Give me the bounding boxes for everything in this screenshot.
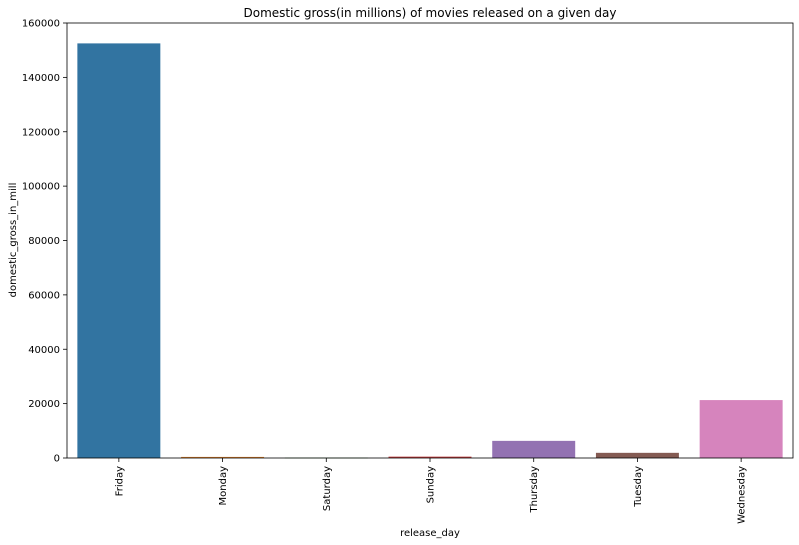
y-axis-label: domestic_gross_in_mill: [8, 183, 19, 298]
y-tick-label: 20000: [28, 399, 60, 410]
bar-friday: [77, 43, 161, 458]
y-tick-label: 140000: [22, 73, 60, 84]
x-tick-label-friday: Friday: [114, 466, 125, 496]
chart-title: Domestic gross(in millions) of movies re…: [244, 6, 617, 20]
x-axis-label: release_day: [400, 528, 460, 539]
bar-sunday: [388, 456, 472, 458]
y-tick-label: 80000: [28, 236, 60, 247]
y-tick-label: 60000: [28, 290, 60, 301]
bar-wednesday: [699, 400, 783, 458]
bar-monday: [181, 456, 265, 458]
bar-tuesday: [595, 452, 679, 458]
y-axis-ticks: 0 20000 40000 60000 80000 100000 120000 140000 1…: [22, 19, 67, 465]
bar-thursday: [492, 440, 576, 458]
x-axis-ticks: Friday Monday Saturday Sunday Thursday Tuesda…: [114, 458, 748, 524]
bars: [77, 43, 783, 459]
x-tick-label-tuesday: Tuesday: [633, 466, 644, 508]
y-tick-label: 0: [54, 454, 60, 465]
x-tick-label-wednesday: Wednesday: [737, 466, 748, 524]
x-tick-label-monday: Monday: [218, 466, 229, 506]
y-tick-label: 120000: [22, 127, 60, 138]
y-tick-label: 100000: [22, 182, 60, 193]
y-tick-label: 160000: [22, 19, 60, 30]
x-tick-label-sunday: Sunday: [426, 466, 437, 503]
x-tick-label-saturday: Saturday: [322, 466, 333, 511]
y-tick-label: 40000: [28, 345, 60, 356]
x-tick-label-thursday: Thursday: [529, 466, 540, 514]
